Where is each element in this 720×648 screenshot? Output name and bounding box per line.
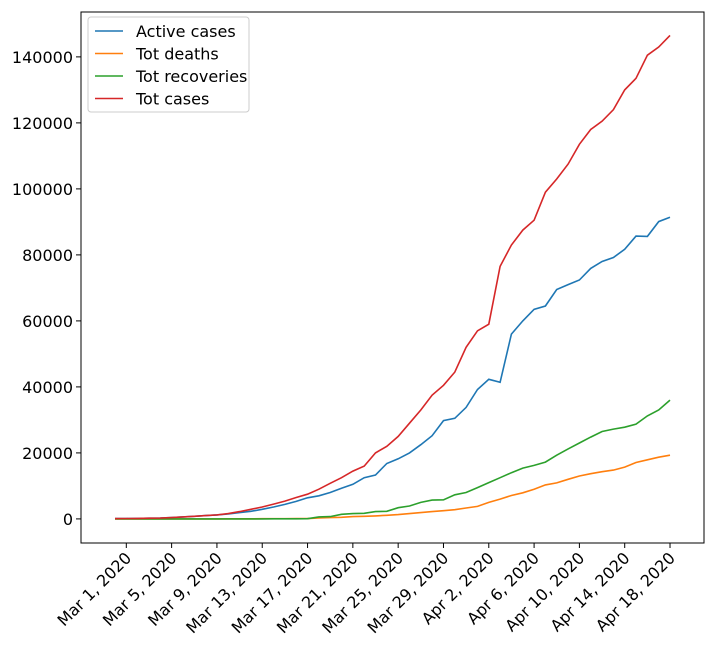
plot-frame <box>80 11 705 544</box>
series-line <box>114 216 671 520</box>
y-tick-label: 40000 <box>22 378 73 397</box>
y-tick-label: 20000 <box>22 444 73 463</box>
legend-label: Tot cases <box>135 90 209 109</box>
x-tick-label: Apr 10, 2020 <box>501 548 588 635</box>
x-tick-label: Apr 18, 2020 <box>592 548 679 635</box>
series-line <box>115 399 671 520</box>
y-tick-label: 120000 <box>12 114 73 133</box>
x-tick-label: Apr 14, 2020 <box>547 548 634 635</box>
y-tick-label: 60000 <box>22 312 73 331</box>
y-tick-label: 80000 <box>22 246 73 265</box>
legend-label: Tot deaths <box>135 45 219 64</box>
y-tick-label: 140000 <box>12 48 73 67</box>
y-tick-label: 0 <box>63 510 73 529</box>
legend-label: Tot recoveries <box>135 67 247 86</box>
legend-box <box>87 16 250 113</box>
series-line <box>114 34 671 520</box>
legend-label: Active cases <box>136 22 236 41</box>
y-tick-label: 100000 <box>12 180 73 199</box>
